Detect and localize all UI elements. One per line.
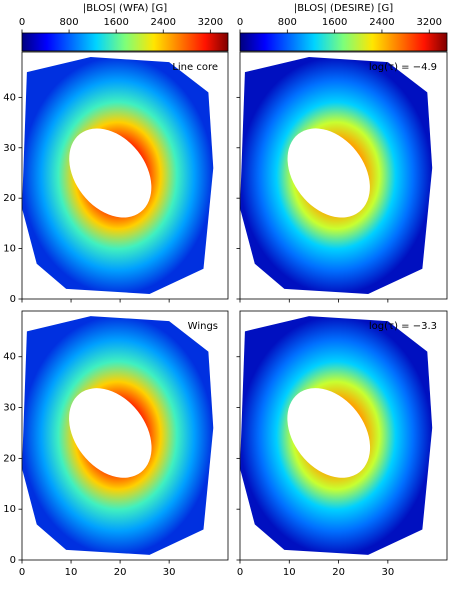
- gap: [428, 465, 441, 478]
- y-tick-label: 40: [3, 92, 16, 103]
- x-tick-label: 10: [283, 567, 296, 578]
- umbra: [287, 388, 371, 478]
- x-tick-label: 10: [65, 567, 78, 578]
- map-image: [22, 57, 222, 294]
- umbra: [69, 388, 152, 478]
- y-tick-label: 20: [3, 453, 16, 464]
- x-tick-label: 0: [237, 567, 243, 578]
- colorbar-tick-label: 800: [60, 17, 79, 28]
- umbra: [287, 128, 370, 218]
- frame: [239, 51, 448, 300]
- y-tick-label: 30: [3, 403, 16, 414]
- gap: [209, 465, 222, 478]
- x-tick-label: 0: [19, 567, 25, 578]
- gap: [428, 204, 441, 217]
- umbra: [69, 128, 152, 218]
- y-tick-label: 0: [10, 294, 16, 305]
- colorbar-tick-label: 0: [19, 17, 25, 28]
- panel-label: Wings: [188, 321, 218, 332]
- x-tick-label: 20: [332, 567, 345, 578]
- frame: [21, 310, 229, 561]
- colorbar-tick-label: 800: [278, 17, 297, 28]
- colorbar-tick-label: 1600: [322, 17, 347, 28]
- frame: [239, 310, 448, 561]
- colorbar-tick-label: 2400: [369, 17, 394, 28]
- map-image: [240, 57, 441, 294]
- y-tick-label: 30: [3, 143, 16, 154]
- colorbar-tick-label: 0: [237, 17, 243, 28]
- colorbar-tick-label: 3200: [417, 17, 442, 28]
- colorbar: [239, 32, 448, 52]
- y-tick-label: 20: [3, 193, 16, 204]
- y-tick-label: 10: [3, 244, 16, 255]
- x-tick-label: 30: [381, 567, 394, 578]
- colorbar-tick-label: 1600: [103, 17, 128, 28]
- colorbar: [21, 32, 229, 52]
- colorbar-label: |BLOS| (WFA) [G]: [83, 3, 167, 14]
- y-tick-label: 40: [3, 352, 16, 363]
- x-tick-label: 30: [163, 567, 176, 578]
- map-image: [240, 316, 441, 555]
- colorbar-tick-label: 3200: [198, 17, 223, 28]
- colorbar-label: |BLOS| (DESIRE) [G]: [294, 3, 393, 14]
- panel-label: log(τ) = −4.9: [369, 62, 437, 73]
- panel-label: log(τ) = −3.3: [369, 321, 437, 332]
- panel-label: Line core: [172, 62, 218, 73]
- x-tick-label: 20: [114, 567, 127, 578]
- gap: [209, 204, 222, 217]
- colorbar-tick-label: 2400: [151, 17, 176, 28]
- map-image: [22, 316, 222, 555]
- y-tick-label: 0: [10, 555, 16, 566]
- frame: [21, 51, 229, 300]
- y-tick-label: 10: [3, 504, 16, 515]
